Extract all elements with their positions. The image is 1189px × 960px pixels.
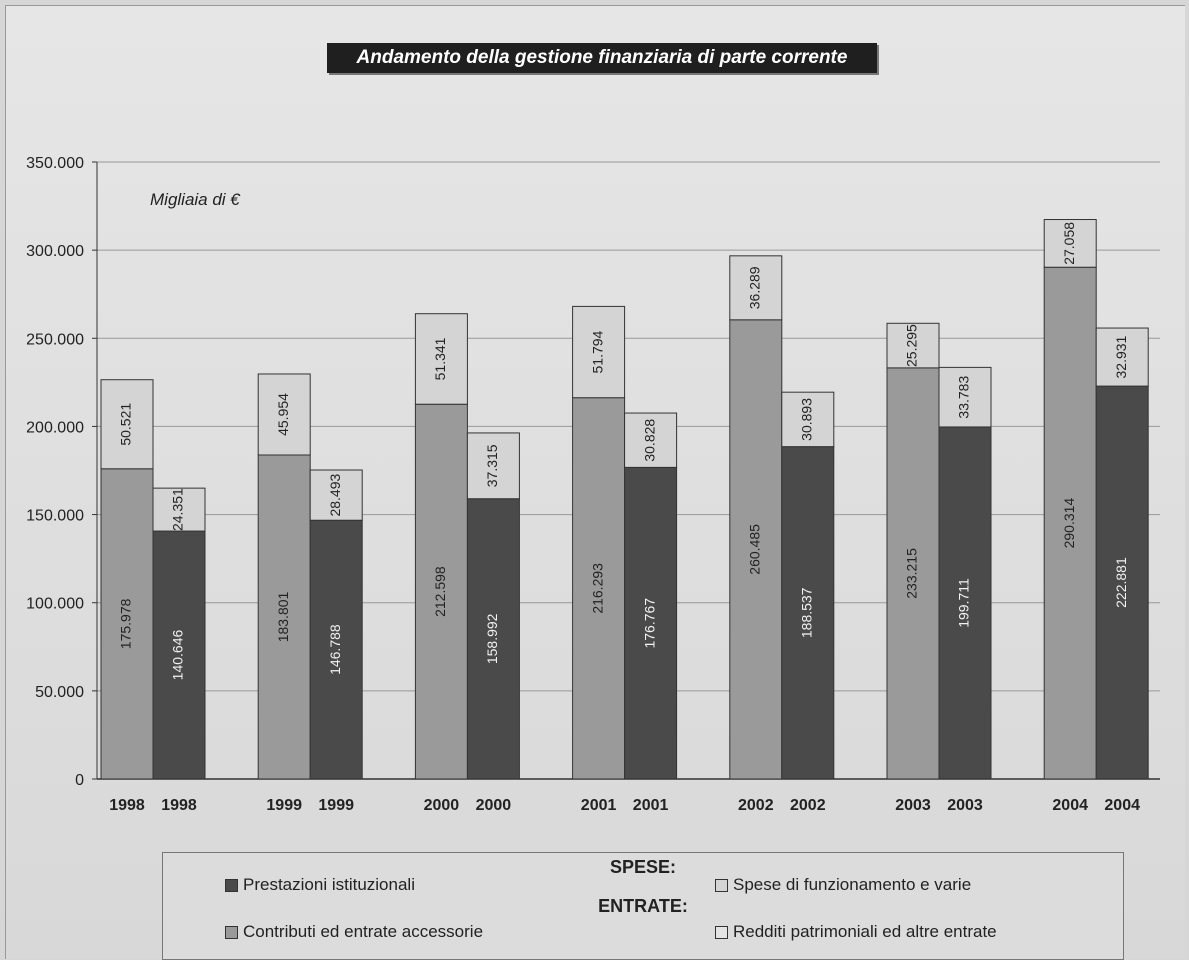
x-tick-label: 2001 (633, 797, 669, 814)
x-tick-label: 1999 (266, 797, 302, 814)
x-tick-label: 2000 (476, 797, 512, 814)
bar-segment-top (938, 366, 992, 428)
chart-title: Andamento della gestione finanziaria di … (327, 43, 877, 73)
bar-segment-top (1095, 327, 1149, 387)
legend-swatch-dark (225, 879, 238, 893)
bar-segment-bottom (100, 468, 154, 780)
x-tick-label: 2000 (424, 797, 460, 814)
data-label-top: 27.058 (1061, 222, 1077, 265)
data-label-top: 24.351 (170, 488, 186, 531)
x-tick-label: 2004 (1052, 797, 1088, 814)
y-tick-label: 200.000 (26, 419, 84, 436)
x-tick-label: 2002 (790, 797, 826, 814)
bar-chart: 0 50.000 100.000 150.000 200.000 250.000 300.0… (26, 155, 1160, 814)
bar-segment-bottom (938, 426, 992, 780)
x-tick-label: 1999 (318, 797, 354, 814)
x-tick-label: 1998 (161, 797, 197, 814)
bar-segment-top (781, 391, 835, 448)
data-label-top: 45.954 (275, 393, 291, 436)
legend-swatch-mid (225, 926, 238, 940)
x-tick-label: 2003 (895, 797, 931, 814)
data-label-top: 25.295 (904, 324, 920, 367)
data-label-top: 30.893 (799, 398, 815, 441)
legend-header-spese: SPESE: (609, 857, 677, 877)
bar-segment-top (414, 313, 468, 405)
data-label-bottom: 233.215 (904, 548, 920, 599)
legend-label-prestazioni: Prestazioni istituzionali (243, 875, 415, 894)
bar-segment-bottom (624, 466, 678, 780)
legend-label-funzionamento: Spese di funzionamento e varie (733, 875, 972, 894)
data-label-bottom: 216.293 (589, 563, 605, 614)
x-tick-label: 2002 (738, 797, 774, 814)
data-label-top: 30.828 (641, 419, 657, 462)
bar-segment-top (152, 487, 206, 532)
bar-segment-bottom (729, 319, 783, 780)
data-label-bottom: 176.767 (641, 598, 657, 649)
legend-swatch-light (715, 879, 728, 893)
data-label-bottom: 146.788 (327, 624, 343, 675)
data-label-bottom: 260.485 (747, 524, 763, 575)
data-label-bottom: 222.881 (1113, 557, 1129, 608)
x-tick-label: 2003 (947, 797, 983, 814)
legend-item-funzionamento: Spese di funzionamento e varie (715, 875, 971, 895)
units-annotation: Migliaia di € (150, 190, 241, 209)
y-tick-label: 100.000 (26, 596, 84, 613)
data-label-top: 51.341 (432, 337, 448, 380)
data-label-top: 36.289 (747, 266, 763, 309)
x-tick-label: 2004 (1104, 797, 1140, 814)
data-label-bottom: 212.598 (432, 566, 448, 617)
bar-segment-top (257, 373, 311, 456)
data-label-top: 32.931 (1113, 335, 1129, 378)
legend-swatch-white (715, 926, 728, 940)
bars: 175.978 50.521 140.646 24.351 183.801 45.954 1… (100, 219, 1149, 780)
bar-segment-bottom (572, 397, 626, 780)
bar-segment-top (1043, 219, 1097, 268)
data-label-bottom: 290.314 (1061, 498, 1077, 549)
x-tick-label: 2001 (581, 797, 617, 814)
data-label-bottom: 188.537 (799, 587, 815, 638)
data-label-top: 50.521 (118, 403, 134, 446)
bar-segment-top (466, 432, 520, 500)
bar-segment-bottom (781, 446, 835, 780)
y-tick-label: 50.000 (35, 684, 84, 701)
y-tick-label: 250.000 (26, 331, 84, 348)
legend-item-contributi: Contributi ed entrate accessorie (225, 922, 483, 942)
y-tick-label: 350.000 (26, 155, 84, 172)
y-tick-label: 150.000 (26, 508, 84, 525)
legend-label-contributi: Contributi ed entrate accessorie (243, 922, 484, 941)
bar-segment-top (624, 412, 678, 468)
data-label-bottom: 140.646 (170, 630, 186, 681)
bar-segment-bottom (886, 367, 940, 780)
bar-segment-bottom (152, 530, 206, 780)
data-label-top: 51.794 (589, 330, 605, 373)
bar-segment-top (886, 322, 940, 369)
bar-segment-bottom (257, 454, 311, 780)
data-label-bottom: 175.978 (118, 598, 134, 649)
data-label-bottom: 183.801 (275, 591, 291, 642)
x-tick-label: 1998 (109, 797, 145, 814)
legend-item-redditi: Redditi patrimoniali ed altre entrate (715, 922, 997, 942)
legend-header-entrate: ENTRATE: (598, 896, 688, 916)
bar-segment-bottom (466, 498, 520, 780)
data-label-top: 33.783 (956, 376, 972, 419)
y-tick-label: 300.000 (26, 243, 84, 260)
bar-segment-bottom (1095, 385, 1149, 780)
y-tick-label: 0 (75, 772, 84, 789)
data-label-bottom: 158.992 (484, 613, 500, 664)
x-axis-labels: 1998 1998 1999 1999 2000 2000 2001 2001 2002 2002… (109, 797, 1140, 814)
bar-segment-top (729, 255, 783, 321)
bar-segment-top (309, 469, 363, 521)
data-label-top: 37.315 (484, 444, 500, 487)
data-label-top: 28.493 (327, 473, 343, 516)
legend: SPESE: Prestazioni istituzionali Spese d… (162, 852, 1124, 960)
data-label-bottom: 199.711 (956, 578, 972, 628)
bar-segment-top (572, 305, 626, 399)
legend-label-redditi: Redditi patrimoniali ed altre entrate (733, 922, 997, 941)
bar-segment-top (100, 379, 154, 470)
legend-item-prestazioni: Prestazioni istituzionali (225, 875, 415, 895)
